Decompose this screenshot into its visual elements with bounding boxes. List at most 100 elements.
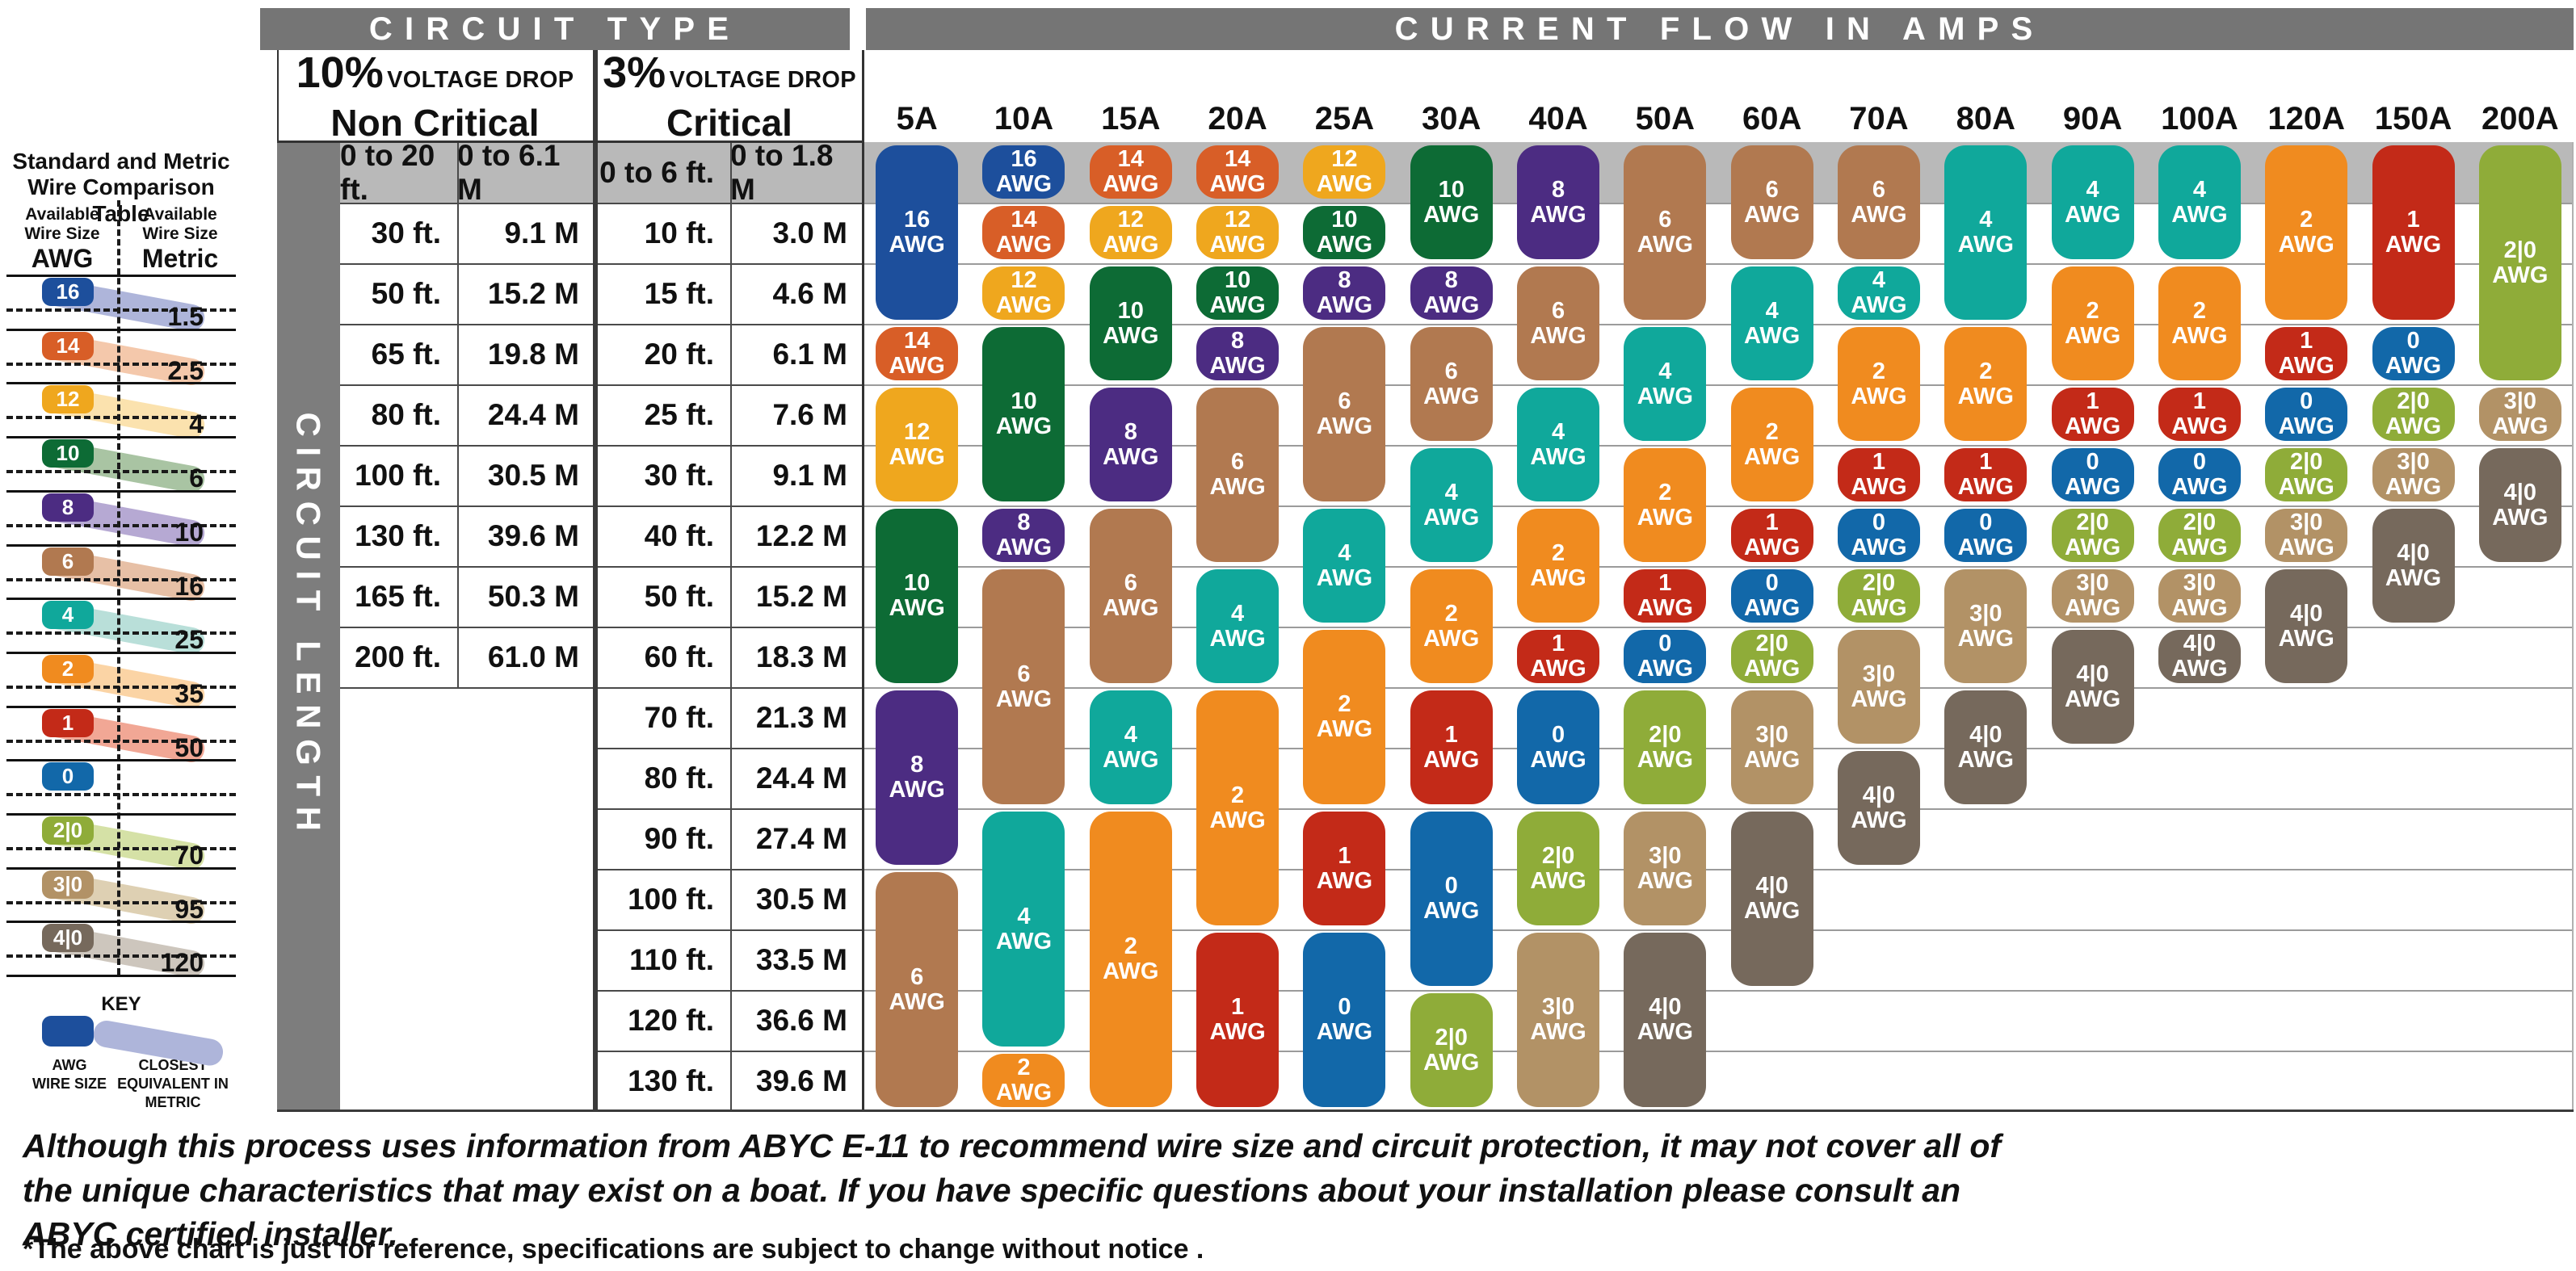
amp-column-header: 10A — [994, 101, 1054, 136]
gridline — [595, 990, 864, 992]
wire-pill-unit: AWG — [1209, 625, 1266, 652]
wire-pill-unit: AWG — [1637, 867, 1693, 894]
wire-pill-size: 2|0 — [2503, 237, 2537, 263]
awg-chip: 16 — [42, 278, 94, 306]
wire-pill-size: 1 — [1231, 994, 1245, 1021]
wire-pill: 4 AWG — [1196, 569, 1280, 683]
length-cell: 65 ft. — [371, 337, 441, 371]
length-cell: 50.3 M — [487, 579, 579, 613]
wire-pill-size: 4|0 — [1862, 782, 1896, 808]
wire-pill-unit: AWG — [1423, 746, 1480, 773]
wire-pill-size: 6 — [1765, 176, 1779, 203]
wire-pill: 14 AWG — [1196, 145, 1280, 199]
wire-pill: 2|0 AWG — [2051, 509, 2134, 562]
sidebar-title: Standard and Metric Wire Comparison Tabl… — [12, 149, 230, 226]
dashed-line — [6, 900, 236, 904]
wire-pill-size: 2 — [1551, 539, 1565, 566]
wire-pill: 14 AWG — [876, 327, 959, 380]
dashed-line — [6, 308, 236, 312]
wire-pill-size: 4|0 — [1649, 994, 1682, 1021]
voltage-drop-label: VOLTAGE DROP — [669, 67, 856, 93]
wire-pill-unit: AWG — [2278, 413, 2334, 439]
length-cell: 33.5 M — [755, 942, 847, 976]
wire-pill-size: 0 — [1765, 570, 1779, 597]
wire-pill-size: 2 — [2192, 297, 2206, 324]
wire-pill-size: 4 — [1979, 207, 1993, 233]
wire-pill: 4|0 AWG — [1944, 690, 2028, 804]
amp-column-header: 90A — [2062, 101, 2123, 136]
wire-pill-size: 8 — [1017, 510, 1031, 536]
wire-pill-unit: AWG — [2171, 413, 2228, 439]
wire-pill-unit: AWG — [1957, 625, 2014, 652]
wire-pill-unit: AWG — [1530, 867, 1586, 894]
wire-pill-unit: AWG — [2171, 322, 2228, 349]
wire-pill-unit: AWG — [1957, 383, 2014, 409]
wire-pill-unit: AWG — [1316, 564, 1373, 591]
metric-value: 50 — [174, 732, 204, 762]
wire-pill-size: 2 — [2086, 297, 2099, 324]
wire-pill-unit: AWG — [1530, 656, 1586, 682]
wire-pill: 8 AWG — [1089, 388, 1172, 501]
pct-10: 10% — [296, 48, 384, 97]
wire-pill: 10 AWG — [1303, 206, 1386, 259]
wire-pill-size: 6 — [910, 963, 924, 990]
length-cell: 100 ft. — [628, 882, 714, 916]
wire-pill-size: 6 — [1872, 176, 1886, 203]
wire-pill-size: 4|0 — [2183, 631, 2217, 657]
length-cell: 3.0 M — [772, 216, 847, 250]
solid-line — [6, 651, 236, 654]
wire-pill: 10 AWG — [1196, 266, 1280, 320]
wire-pill: 3|0 AWG — [2478, 388, 2561, 441]
awg-chip: 3|0 — [42, 870, 94, 899]
length-cell: 21.3 M — [755, 700, 847, 734]
length-cell: 30.5 M — [487, 458, 579, 492]
wire-pill-unit: AWG — [2278, 474, 2334, 500]
wire-pill: 1 AWG — [1624, 569, 1707, 623]
wire-pill-size: 16 — [1011, 146, 1037, 173]
dashed-line — [6, 793, 236, 797]
wire-pill: 16 AWG — [876, 145, 959, 320]
wire-pill: 4|0 AWG — [1624, 933, 1707, 1107]
length-cell: 30.5 M — [755, 882, 847, 916]
wire-pill: 4 AWG — [1944, 145, 2028, 320]
wire-pill-unit: AWG — [2278, 353, 2334, 379]
wire-pill-unit: AWG — [1103, 746, 1159, 773]
wire-pill-size: 14 — [1011, 207, 1037, 233]
awg-chip: 10 — [42, 439, 94, 468]
wire-pill-size: 4 — [1551, 418, 1565, 445]
awg-chip: 4 — [42, 601, 94, 630]
wire-pill: 2 AWG — [1730, 388, 1813, 501]
wire-pill-unit: AWG — [1744, 595, 1801, 621]
wire-pill-size: 2 — [1231, 782, 1245, 808]
amp-column-header: 15A — [1101, 101, 1161, 136]
length-cell: 39.6 M — [487, 518, 579, 552]
amp-column-header: 40A — [1528, 101, 1588, 136]
gridline — [595, 929, 864, 931]
wire-pill: 3|0 AWG — [1730, 690, 1813, 804]
wire-pill-unit: AWG — [2171, 474, 2228, 500]
awg-chip: 2|0 — [42, 816, 94, 845]
wire-pill-size: 3|0 — [2076, 570, 2109, 597]
wire-pill: 2 AWG — [1517, 509, 1600, 623]
wire-pill: 2|0 AWG — [1837, 569, 1920, 623]
wire-pill-unit: AWG — [1423, 201, 1480, 228]
wire-pill-unit: AWG — [995, 535, 1053, 560]
gridline — [595, 1051, 864, 1052]
solid-line — [6, 543, 236, 547]
wire-pill-unit: AWG — [1423, 383, 1480, 409]
wire-pill-unit: AWG — [1316, 716, 1373, 742]
wire-pill-unit: AWG — [1851, 595, 1907, 621]
dashed-line — [6, 416, 236, 420]
wire-pill-size: 14 — [1224, 146, 1251, 173]
wire-pill-size: 4 — [1231, 600, 1245, 627]
wire-pill: 6 AWG — [1837, 145, 1920, 259]
gridline — [340, 505, 595, 507]
metric-value: 70 — [174, 841, 204, 870]
wire-pill-unit: AWG — [1316, 171, 1373, 197]
solid-line — [6, 759, 236, 762]
amp-column-header: 120A — [2267, 101, 2346, 136]
length-cell: 90 ft. — [644, 821, 714, 855]
wire-pill-unit: AWG — [1103, 322, 1159, 349]
wire-pill-size: 6 — [1338, 388, 1351, 415]
